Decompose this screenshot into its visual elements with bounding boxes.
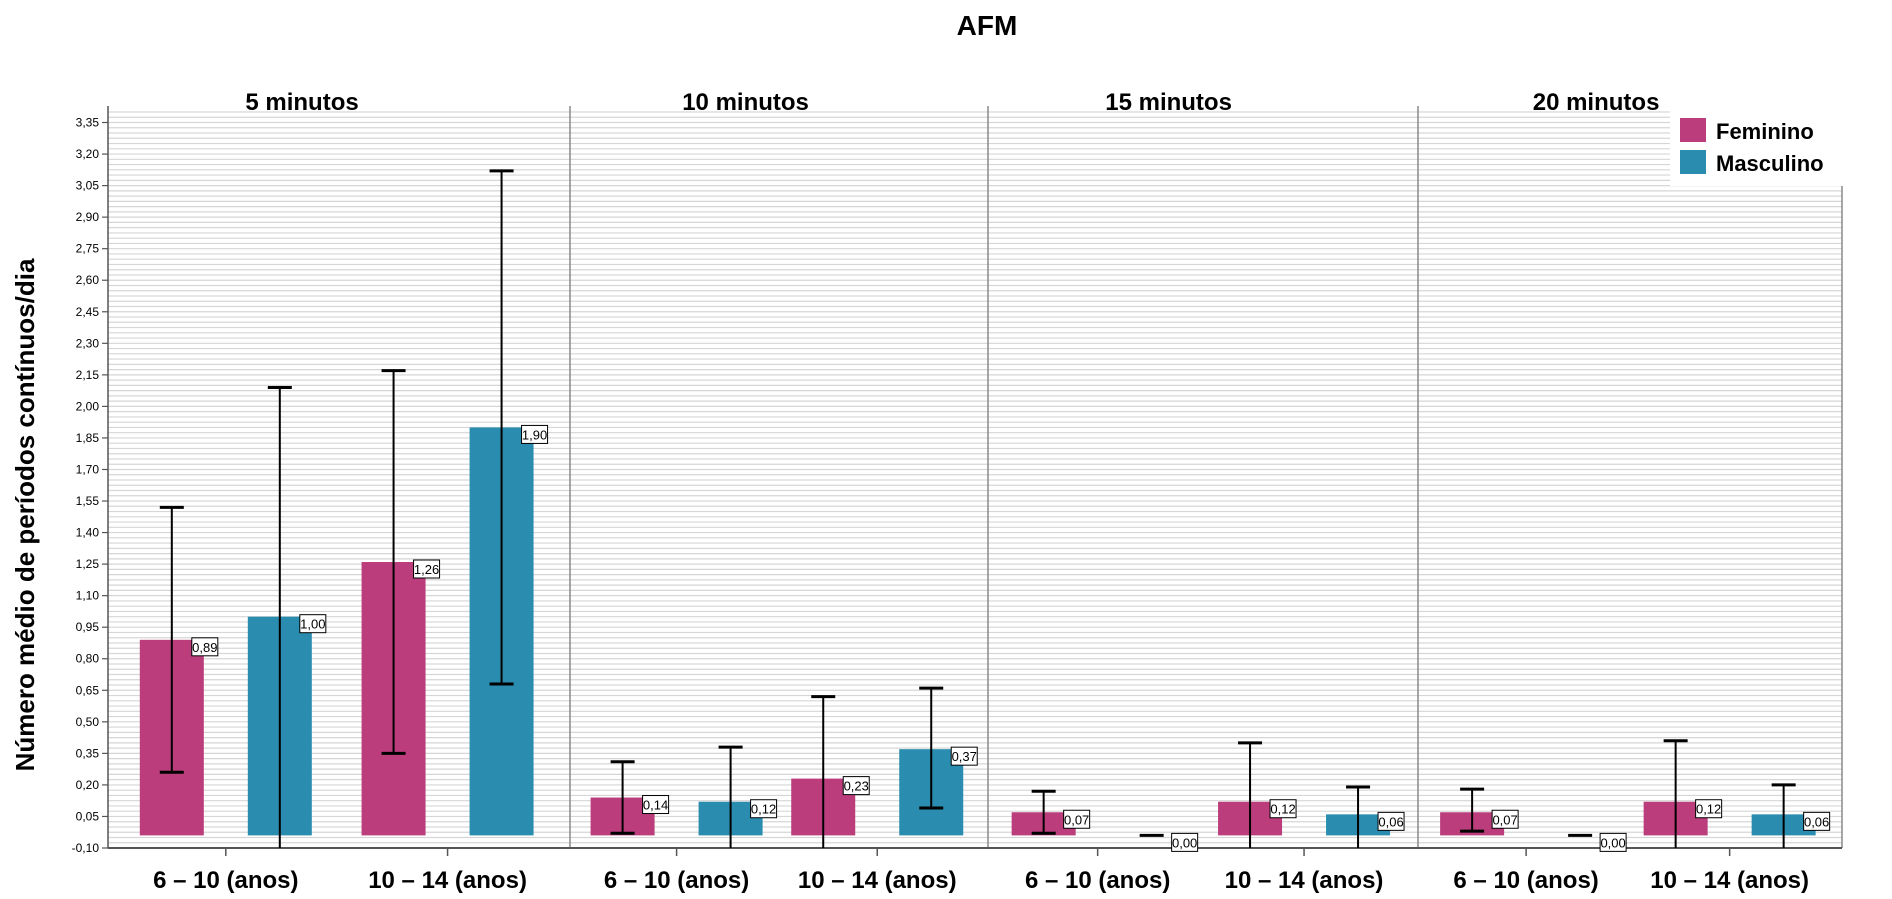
y-tick-label: 2,90 bbox=[76, 210, 100, 224]
data-label-box bbox=[1695, 799, 1723, 819]
y-tick-label: 1,40 bbox=[76, 526, 100, 540]
y-tick-label: 1,10 bbox=[76, 589, 100, 603]
panel-title: 5 minutos bbox=[245, 89, 358, 116]
legend-label: Feminino bbox=[1716, 119, 1814, 144]
y-tick-label: 2,45 bbox=[76, 305, 100, 319]
legend-label: Masculino bbox=[1716, 151, 1824, 176]
x-category-label: 6 – 10 (anos) bbox=[1025, 867, 1170, 894]
data-label: 0,12 bbox=[1696, 802, 1721, 817]
x-category-label: 10 – 14 (anos) bbox=[368, 867, 527, 894]
y-tick-label: 0,05 bbox=[76, 809, 100, 823]
data-label-box bbox=[1269, 799, 1297, 819]
y-tick-label: 2,15 bbox=[76, 368, 100, 382]
data-label: 0,06 bbox=[1378, 814, 1403, 829]
x-category-label: 10 – 14 (anos) bbox=[798, 867, 957, 894]
data-label-box bbox=[413, 559, 441, 579]
data-label: 0,23 bbox=[844, 779, 869, 794]
plot-area: -0,10 0,05 0,20 0,35 0,50 0,65 0,80 0,95 1,10 1,2… bbox=[72, 89, 1843, 894]
data-label: 0,06 bbox=[1804, 814, 1829, 829]
y-tick-label: 1,25 bbox=[76, 557, 100, 571]
data-label-box bbox=[842, 776, 870, 796]
y-tick-label: -0,10 bbox=[72, 841, 100, 855]
data-label: 0,00 bbox=[1172, 835, 1197, 850]
y-tick-label: 0,80 bbox=[76, 652, 100, 666]
legend: Feminino Masculino bbox=[1670, 108, 1852, 186]
data-label-box bbox=[950, 746, 978, 766]
legend-swatch-masculino bbox=[1680, 150, 1706, 174]
panel-title: 10 minutos bbox=[682, 89, 809, 116]
data-label: 0,00 bbox=[1600, 835, 1625, 850]
data-label: 1,00 bbox=[300, 617, 325, 632]
x-category-label: 6 – 10 (anos) bbox=[604, 867, 749, 894]
data-label-box bbox=[1377, 811, 1405, 831]
y-tick-label: 0,20 bbox=[76, 778, 100, 792]
data-label: 0,14 bbox=[643, 798, 668, 813]
y-tick-label: 2,00 bbox=[76, 399, 100, 413]
data-label-box bbox=[1491, 809, 1519, 829]
data-label-box bbox=[191, 637, 219, 657]
data-label-box bbox=[750, 799, 778, 819]
x-category-label: 10 – 14 (anos) bbox=[1225, 867, 1384, 894]
y-tick-label: 0,50 bbox=[76, 715, 100, 729]
y-tick-label: 3,35 bbox=[76, 116, 100, 130]
y-tick-label: 2,75 bbox=[76, 242, 100, 256]
y-tick-label: 0,35 bbox=[76, 746, 100, 760]
data-label: 0,37 bbox=[952, 749, 977, 764]
data-label: 0,12 bbox=[751, 802, 776, 817]
y-axis-label: Número médio de períodos contínuos/dia bbox=[10, 258, 40, 771]
y-tick-label: 2,60 bbox=[76, 273, 100, 287]
y-tick-label: 1,70 bbox=[76, 462, 100, 476]
data-label-box bbox=[299, 614, 327, 634]
data-label: 1,90 bbox=[522, 427, 547, 442]
chart-title: AFM bbox=[957, 10, 1018, 41]
legend-swatch-feminino bbox=[1680, 118, 1706, 142]
x-category-label: 10 – 14 (anos) bbox=[1650, 867, 1809, 894]
data-label-box bbox=[1171, 832, 1199, 852]
y-tick-label: 0,65 bbox=[76, 683, 100, 697]
y-tick-label: 0,95 bbox=[76, 620, 100, 634]
data-label-box bbox=[1599, 832, 1627, 852]
data-label: 0,07 bbox=[1064, 812, 1089, 827]
data-label: 0,89 bbox=[192, 640, 217, 655]
data-label-box bbox=[642, 795, 670, 815]
x-category-label: 6 – 10 (anos) bbox=[1453, 867, 1598, 894]
data-label: 0,12 bbox=[1270, 802, 1295, 817]
y-tick-label: 1,85 bbox=[76, 431, 100, 445]
data-label-box bbox=[521, 424, 549, 444]
data-label-box bbox=[1063, 809, 1091, 829]
x-category-label: 6 – 10 (anos) bbox=[153, 867, 298, 894]
y-tick-label: 3,20 bbox=[76, 147, 100, 161]
data-label-box bbox=[1803, 811, 1831, 831]
panel-title: 15 minutos bbox=[1105, 89, 1232, 116]
y-tick-label: 3,05 bbox=[76, 179, 100, 193]
y-tick-label: 1,55 bbox=[76, 494, 100, 508]
data-label: 0,07 bbox=[1492, 812, 1517, 827]
panel-title: 20 minutos bbox=[1533, 89, 1660, 116]
data-label: 1,26 bbox=[414, 562, 439, 577]
y-tick-label: 2,30 bbox=[76, 336, 100, 350]
